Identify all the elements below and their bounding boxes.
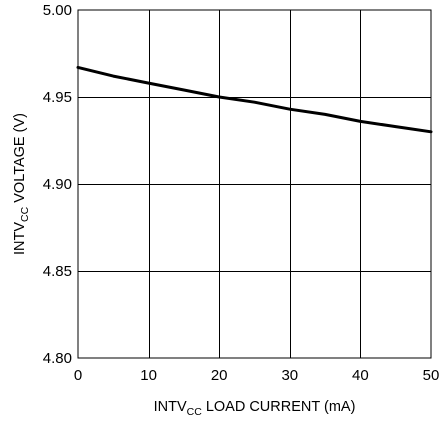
y-tick-label-5.00: 5.00 [43,2,72,19]
grid [78,10,431,358]
y-tick-labels: 4.80 4.85 4.90 4.95 5.00 [43,2,72,367]
y-tick-label-4.80: 4.80 [43,350,72,367]
x-tick-labels: 0 10 20 30 40 50 [74,367,439,384]
x-tick-label-50: 50 [423,367,439,384]
x-axis-label: INTVCC LOAD CURRENT (mA) [154,399,356,418]
x-tick-label-0: 0 [74,367,82,384]
x-tick-label-30: 30 [281,367,298,384]
x-axis-label-subscript: CC [187,406,203,418]
y-axis-label-prefix: INTV [12,222,28,255]
plot-frame [77,9,432,359]
y-tick-label-4.95: 4.95 [43,89,72,106]
y-tick-label-4.85: 4.85 [43,263,72,280]
series-line-intvcc-voltage [76,65,433,134]
y-tick-label-4.90: 4.90 [43,176,72,193]
x-tick-label-10: 10 [140,367,157,384]
x-tick-label-40: 40 [352,367,369,384]
x-axis-label-prefix: INTV [154,399,187,415]
x-axis-label-suffix: LOAD CURRENT (mA) [202,399,356,415]
y-axis-label-subscript: CC [19,206,31,222]
y-axis-label-suffix: VOLTAGE (V) [12,113,28,207]
y-axis-label: INTVCC VOLTAGE (V) [12,113,31,255]
x-tick-label-20: 20 [211,367,228,384]
